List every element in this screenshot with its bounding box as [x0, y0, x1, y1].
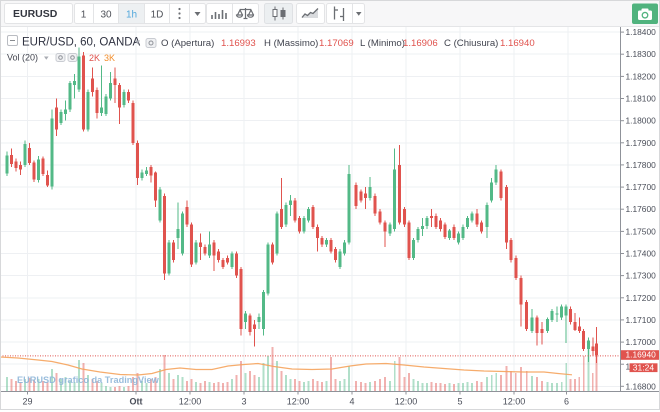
svg-text:6: 6: [564, 397, 569, 407]
svg-text:1.18100: 1.18100: [626, 94, 657, 104]
svg-text:1.17400: 1.17400: [626, 249, 657, 259]
svg-text:L (Minimo): L (Minimo): [360, 38, 405, 49]
svg-text:O (Apertura): O (Apertura): [161, 38, 214, 49]
svg-text:1.17900: 1.17900: [626, 138, 657, 148]
svg-text:3: 3: [241, 397, 246, 407]
svg-text:1.16940: 1.16940: [626, 350, 657, 360]
svg-text:1.17000: 1.17000: [626, 337, 657, 347]
svg-text:12:00: 12:00: [503, 397, 526, 407]
svg-text:1.18300: 1.18300: [626, 49, 657, 59]
svg-text:1.18000: 1.18000: [626, 116, 657, 126]
svg-text:12:00: 12:00: [179, 397, 202, 407]
svg-text:4: 4: [349, 397, 354, 407]
svg-text:1.17500: 1.17500: [626, 226, 657, 236]
svg-text:1.18200: 1.18200: [626, 71, 657, 81]
svg-text:30: 30: [100, 10, 112, 21]
svg-text:Vol (20): Vol (20): [7, 53, 38, 63]
svg-text:1.17700: 1.17700: [626, 182, 657, 192]
svg-text:1.18400: 1.18400: [626, 27, 657, 37]
svg-text:12:00: 12:00: [395, 397, 418, 407]
svg-text:2K: 2K: [89, 53, 100, 63]
svg-text:12:00: 12:00: [287, 397, 310, 407]
svg-text:1.17600: 1.17600: [626, 204, 657, 214]
svg-text:1.16940: 1.16940: [500, 38, 535, 49]
svg-text:1.17100: 1.17100: [626, 315, 657, 325]
svg-text:1.16800: 1.16800: [626, 381, 657, 391]
svg-text:1.16993: 1.16993: [221, 38, 256, 49]
svg-text:1D: 1D: [151, 10, 164, 21]
svg-text:1.17800: 1.17800: [626, 160, 657, 170]
svg-text:H (Massimo): H (Massimo): [264, 38, 318, 49]
svg-text:3K: 3K: [104, 53, 115, 63]
svg-text:1: 1: [81, 10, 87, 21]
svg-text:5: 5: [457, 397, 462, 407]
svg-text:1.17069: 1.17069: [319, 38, 354, 49]
svg-text:31:24: 31:24: [633, 363, 655, 373]
svg-text:1.17300: 1.17300: [626, 271, 657, 281]
svg-text:1.17200: 1.17200: [626, 293, 657, 303]
svg-text:Ott: Ott: [130, 397, 143, 407]
svg-text:EURUSD: EURUSD: [13, 8, 58, 20]
svg-text:EUR/USD, 60, OANDA: EUR/USD, 60, OANDA: [22, 37, 141, 49]
svg-text:C (Chiusura): C (Chiusura): [444, 38, 498, 49]
svg-text:1h: 1h: [126, 10, 137, 21]
svg-text:29: 29: [22, 397, 32, 407]
svg-text:EURUSD grafico da TradingView: EURUSD grafico da TradingView: [17, 375, 160, 385]
svg-text:1.16906: 1.16906: [403, 38, 438, 49]
